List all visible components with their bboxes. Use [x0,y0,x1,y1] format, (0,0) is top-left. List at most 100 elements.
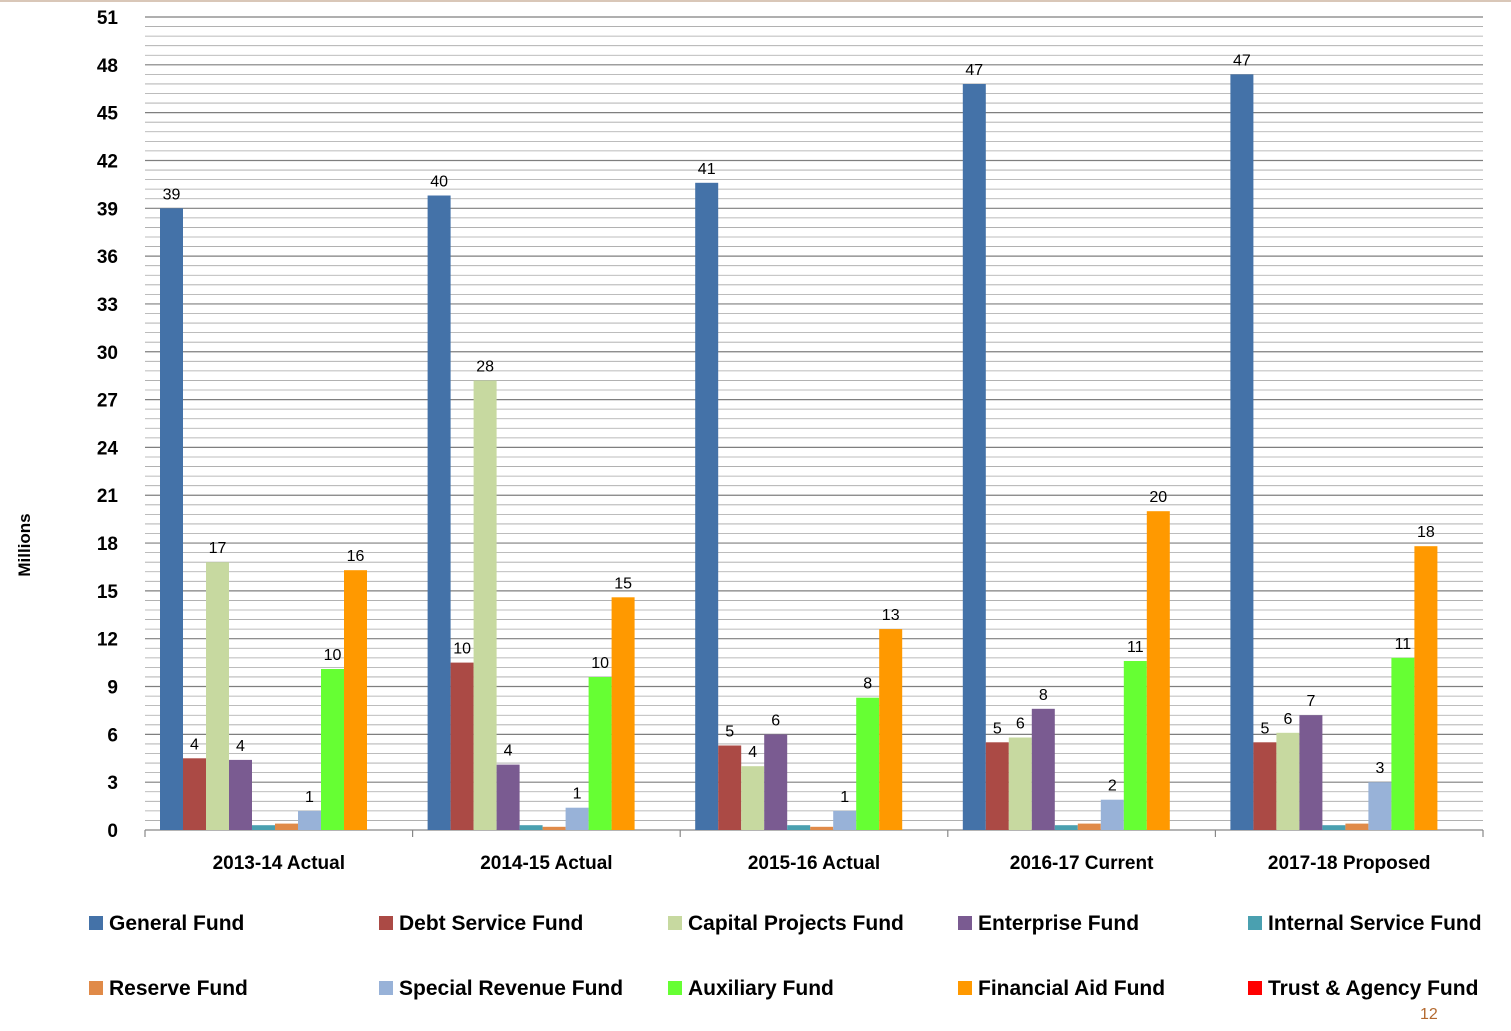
bar-general-fund [427,195,451,830]
bar-financial-aid-fund [611,597,635,830]
y-tick-label: 21 [97,486,119,507]
y-tick-label: 27 [97,391,118,412]
bars [160,74,1438,831]
bar-auxiliary-fund [1123,661,1147,830]
data-label: 7 [1306,693,1315,710]
data-label: 8 [1039,687,1048,704]
x-axis-tick-labels: 2013-14 Actual 2014-15 Actual 2015-16 Actu… [213,853,1431,874]
legend-label: Capital Projects Fund [688,912,904,935]
data-label: 17 [209,540,227,557]
bar-capital-projects-fund [1276,732,1300,830]
data-label: 4 [748,744,757,761]
x-axis [144,829,1484,837]
data-label: 5 [725,724,734,741]
data-label: 4 [236,738,245,755]
y-tick-label: 6 [107,725,118,746]
bar-auxiliary-fund [856,697,880,830]
bar-enterprise-fund [1031,708,1055,830]
bar-financial-aid-fund [344,570,367,830]
legend-swatch [89,981,103,995]
data-label: 18 [1417,524,1435,541]
bar-reserve-fund [1345,823,1369,830]
data-label: 20 [1149,489,1167,506]
legend-label: Debt Service Fund [399,912,583,935]
bar-enterprise-fund [1299,715,1323,830]
top-rule [0,0,1511,2]
bar-debt-service-fund [718,745,742,830]
data-label: 5 [993,720,1002,737]
bar-reserve-fund [275,823,298,830]
page-number: 12 [1420,1006,1438,1023]
bar-financial-aid-fund [879,629,903,830]
bar-reserve-fund [542,826,566,830]
legend: General Fund Debt Service Fund Capital Pro… [89,912,1482,1000]
y-tick-label: 51 [97,8,119,29]
legend-label: General Fund [109,912,244,935]
data-label: 4 [190,736,199,753]
legend-swatch [1248,981,1262,995]
legend-label: Internal Service Fund [1268,912,1482,935]
y-tick-label: 9 [107,678,118,699]
data-label: 41 [698,161,716,178]
bar-internal-service-fund [1054,825,1078,830]
data-label: 8 [863,676,872,693]
bar-special-revenue-fund [298,810,321,830]
x-tick-label: 2017-18 Proposed [1268,853,1431,874]
bar-reserve-fund [810,826,834,830]
y-tick-label: 33 [97,295,118,316]
legend-swatch [379,916,393,930]
data-label: 6 [1283,711,1292,728]
data-label: 1 [840,789,849,806]
legend-swatch [958,981,972,995]
y-tick-label: 12 [97,630,118,651]
x-tick-label: 2015-16 Actual [748,853,880,874]
bar-debt-service-fund [450,662,474,830]
bar-debt-service-fund [1253,742,1277,830]
bar-general-fund [695,182,719,831]
y-axis-label: Millions [15,513,34,576]
y-tick-label: 15 [97,582,119,603]
bar-general-fund [1230,74,1254,830]
legend-swatch [668,981,682,995]
bar-special-revenue-fund [1100,799,1124,830]
bar-debt-service-fund [183,758,206,830]
data-label: 11 [1127,639,1144,656]
bar-special-revenue-fund [1368,782,1392,830]
y-tick-label: 36 [97,247,118,268]
data-label: 15 [614,575,632,592]
legend-swatch [1248,916,1262,930]
y-tick-label: 3 [107,773,118,794]
data-label: 10 [453,641,471,658]
bar-capital-projects-fund [473,380,497,830]
bar-auxiliary-fund [1391,657,1415,830]
y-tick-label: 42 [97,152,118,173]
data-label: 2 [1108,778,1117,795]
y-tick-label: 18 [97,534,118,555]
y-tick-label: 48 [97,56,118,77]
legend-label: Enterprise Fund [978,912,1139,935]
data-label: 5 [1260,720,1269,737]
bar-reserve-fund [1077,823,1101,830]
data-label: 6 [1016,716,1025,733]
data-label: 3 [1375,760,1384,777]
data-label: 1 [573,786,582,803]
data-label: 39 [163,186,181,203]
bar-special-revenue-fund [833,810,857,830]
x-tick-label: 2016-17 Current [1010,853,1154,874]
legend-label: Trust & Agency Fund [1268,977,1478,1000]
bar-general-fund [962,84,986,830]
data-label: 1 [305,789,314,806]
data-label: 47 [965,62,983,79]
data-label: 11 [1395,636,1412,653]
bar-internal-service-fund [787,825,811,830]
bar-capital-projects-fund [206,562,229,830]
data-label: 10 [324,647,342,664]
x-tick-label: 2014-15 Actual [480,853,612,874]
legend-swatch [668,916,682,930]
legend-label: Financial Aid Fund [978,977,1165,1000]
bar-capital-projects-fund [1008,737,1032,830]
y-tick-label: 0 [107,821,118,842]
bar-debt-service-fund [985,742,1009,830]
